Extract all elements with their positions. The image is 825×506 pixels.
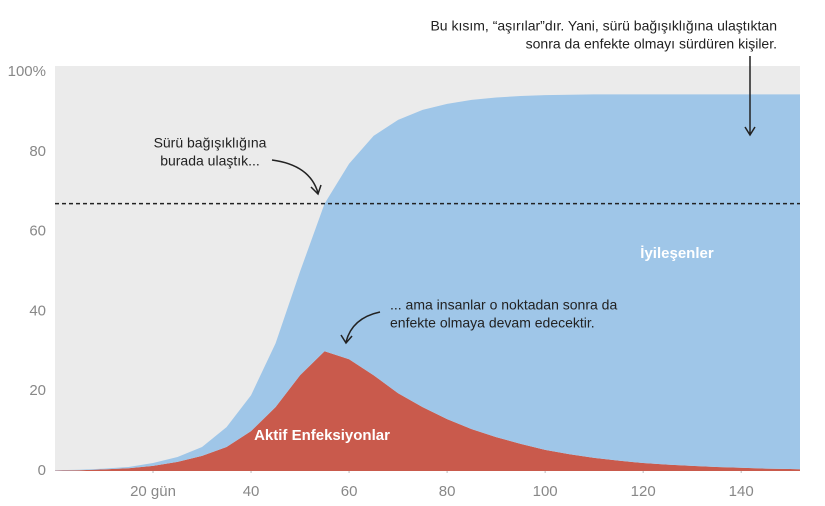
y-tick-label: 0 — [38, 462, 46, 479]
arrow — [744, 56, 756, 137]
y-tick-label: 60 — [29, 223, 46, 240]
overlay — [271, 56, 756, 345]
annotation: ... ama insanlar o noktadan sonra da — [390, 297, 617, 313]
x-tick-label: 20 gün — [130, 483, 176, 500]
area — [55, 351, 800, 471]
arrow — [271, 159, 322, 196]
x-tick-label: 100 — [533, 483, 558, 500]
series-label: İyileşenler — [640, 245, 714, 262]
annotation: burada ulaştık... — [160, 153, 260, 169]
x-tick-label: 80 — [439, 483, 456, 500]
y-tick-label: 40 — [29, 302, 46, 319]
arrow — [340, 311, 381, 345]
y-tick-label: 100% — [8, 63, 46, 80]
annotation: sonra da enfekte olmayı sürdüren kişiler… — [526, 36, 777, 52]
area — [55, 94, 800, 471]
x-tick-label: 120 — [631, 483, 656, 500]
annotation: Sürü bağışıklığına — [154, 135, 267, 151]
y-tick-label: 80 — [29, 143, 46, 160]
annotation: enfekte olmaya devam edecektir. — [390, 315, 595, 331]
annotation: Bu kısım, “aşırılar”dır. Yani, sürü bağı… — [430, 18, 777, 34]
x-tick-label: 40 — [243, 483, 260, 500]
series-label: Aktif Enfeksiyonlar — [254, 427, 390, 444]
x-tick-label: 60 — [341, 483, 358, 500]
areas — [55, 94, 800, 471]
y-tick-label: 20 — [29, 382, 46, 399]
x-tick-label: 140 — [729, 483, 754, 500]
